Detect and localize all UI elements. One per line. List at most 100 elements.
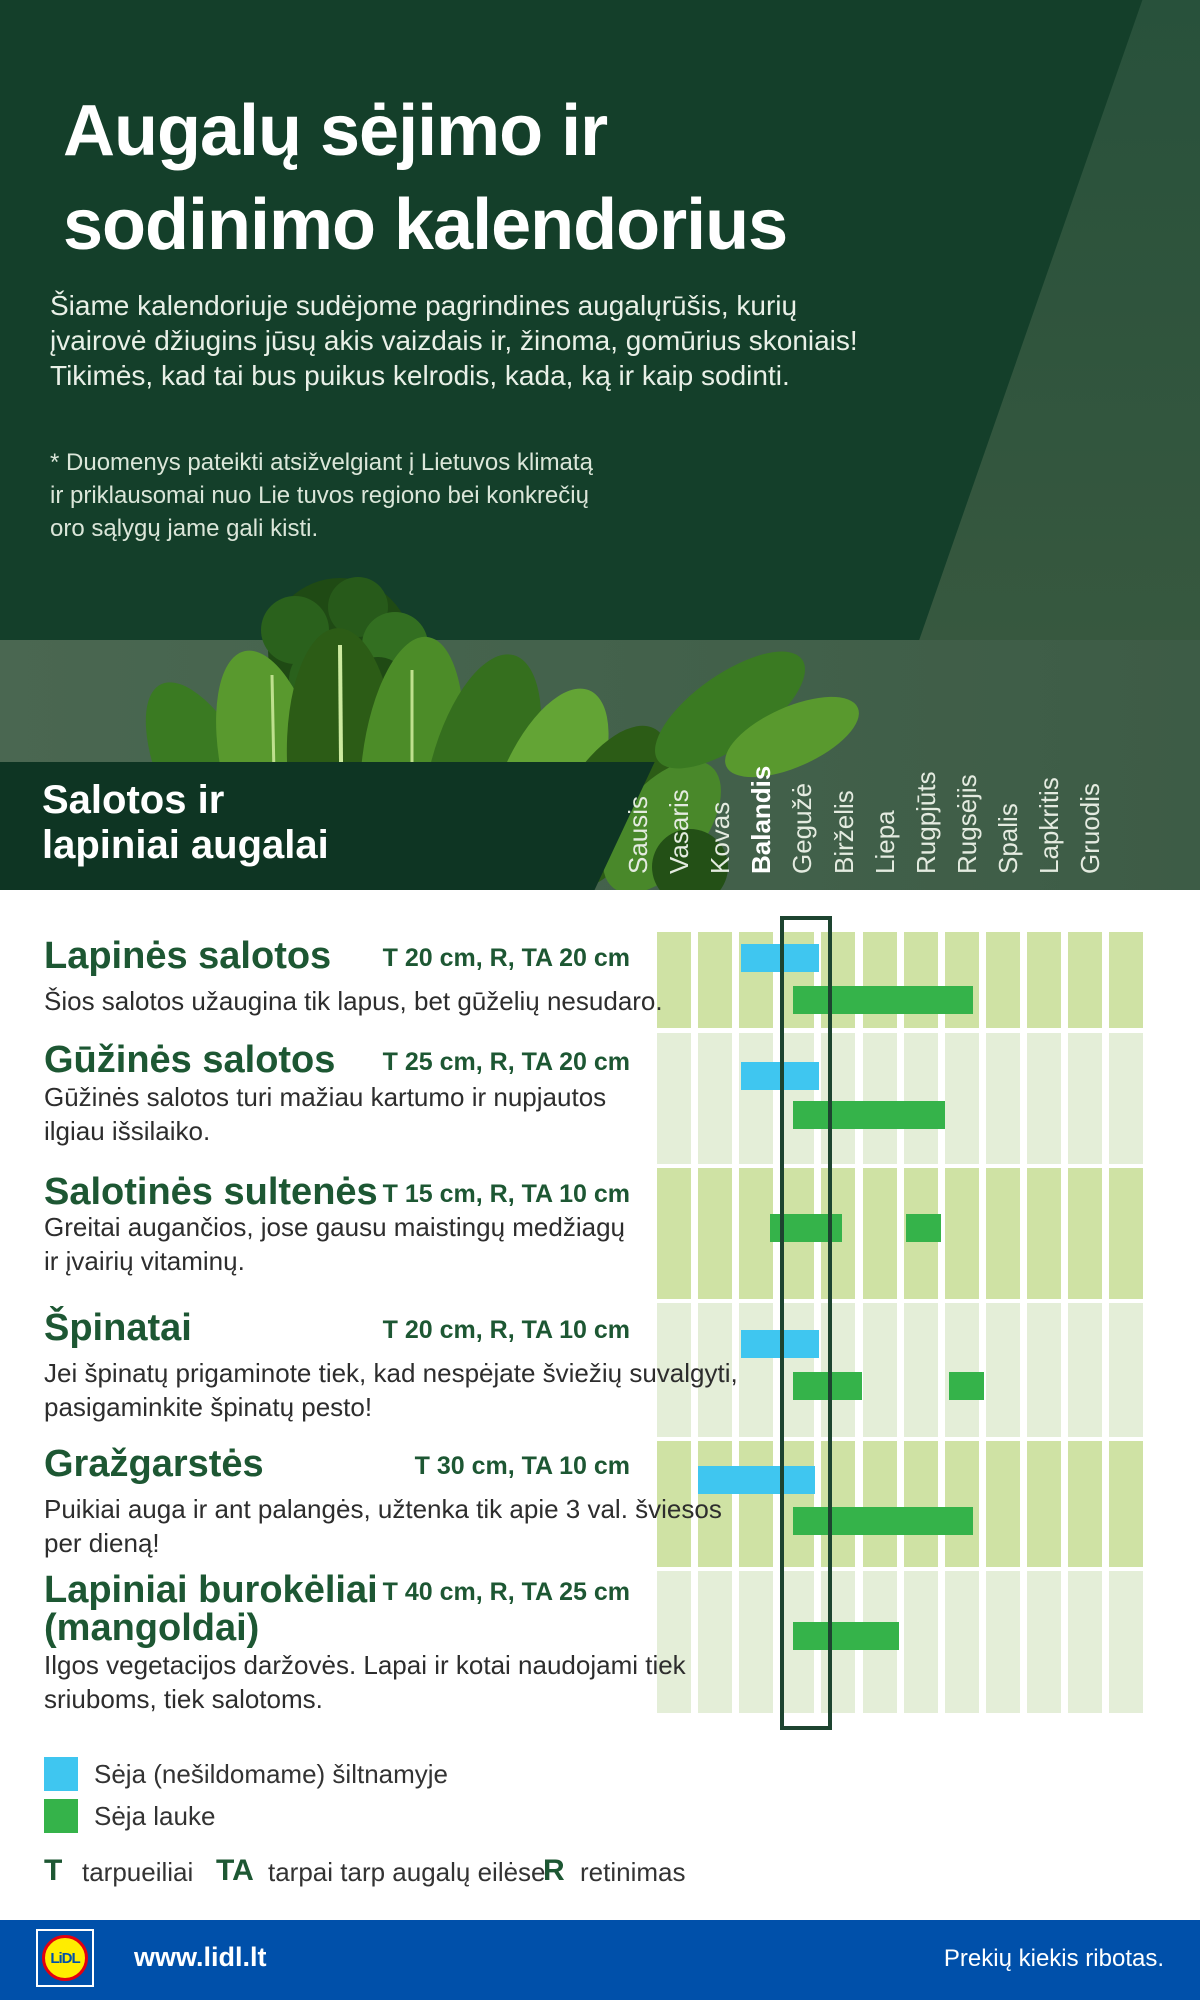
calendar-column-stripe	[739, 1441, 774, 1567]
calendar-column-stripe	[1026, 1441, 1061, 1567]
section-title-line1: Salotos ir	[42, 778, 225, 822]
intro-paragraph: Šiame kalendoriuje sudėjome pagrindines …	[50, 288, 858, 393]
abbreviation-label-r: retinimas	[580, 1857, 686, 1887]
page-title: Augalų sėjimo ir sodinimo kalendorius	[63, 84, 788, 272]
legend-label-greenhouse: Sėja (nešildomame) šiltnamyje	[94, 1759, 449, 1789]
note-line: ir priklausomai nuo Lie tuvos regiono be…	[50, 482, 589, 509]
calendar-column-stripe	[985, 932, 1020, 1028]
month-label-rugpjūts: Rugpjūts	[910, 771, 941, 874]
plant-description: sriuboms, tiek salotoms.	[44, 1684, 323, 1714]
plant-spacing-spec: T 30 cm, TA 10 cm	[414, 1452, 630, 1480]
plant-description: Puikiai auga ir ant palangės, užtenka ti…	[44, 1494, 722, 1524]
calendar-column-stripe	[862, 1168, 897, 1299]
month-label-balandis: Balandis	[746, 765, 777, 874]
plant-description: per dieną!	[44, 1528, 160, 1558]
calendar-column-stripe	[944, 1033, 979, 1164]
month-label-gegužė: Gegužė	[787, 782, 818, 874]
highlighted-month-box	[780, 916, 832, 1730]
plant-name: (mangoldai)	[44, 1607, 260, 1649]
calendar-column-stripe	[862, 1033, 897, 1164]
calendar-column-stripe	[698, 932, 733, 1028]
calendar-column-stripe	[698, 1033, 733, 1164]
calendar-column-stripe	[985, 1168, 1020, 1299]
section-title-line2: lapiniai augalai	[42, 823, 329, 867]
month-label-kovas: Kovas	[705, 801, 736, 874]
calendar-column-stripe	[1109, 1303, 1144, 1437]
calendar-column-stripe	[657, 1303, 691, 1437]
abbreviation-key-t: T	[44, 1854, 63, 1887]
sowing-bar-outdoor	[792, 1372, 863, 1400]
month-label-birželis: Birželis	[828, 790, 859, 874]
calendar-column-stripe	[1068, 1168, 1102, 1299]
calendar-column-stripe	[1109, 932, 1144, 1028]
note-line: oro sąlygų jame gali kisti.	[50, 515, 319, 542]
calendar-column-stripe	[780, 1033, 815, 1164]
page-title-line1: Augalų sėjimo ir	[63, 91, 608, 171]
calendar-column-stripe	[944, 1168, 979, 1299]
footer-website-link[interactable]: www.lidl.lt	[134, 1942, 267, 1972]
plant-description: Greitai augančios, jose gausu maistingų …	[44, 1212, 626, 1242]
plant-description: pasigaminkite špinatų pesto!	[44, 1392, 373, 1422]
plant-description: ilgiau išsilaiko.	[44, 1116, 211, 1146]
calendar-column-stripe	[821, 1303, 856, 1437]
plant-spacing-spec: T 20 cm, R, TA 10 cm	[382, 1316, 630, 1344]
plant-description: Šios salotos užaugina tik lapus, bet gūž…	[44, 986, 663, 1016]
calendar-column-stripe	[1109, 1441, 1144, 1567]
calendar-column-stripe	[985, 1033, 1020, 1164]
footer-disclaimer: Prekių kiekis ribotas.	[943, 1945, 1164, 1972]
calendar-column-stripe	[657, 1168, 691, 1299]
sowing-bar-outdoor	[948, 1372, 984, 1400]
abbreviation-label-ta: tarpai tarp augalų eilėse	[268, 1857, 546, 1887]
calendar-column-stripe	[1109, 1168, 1144, 1299]
calendar-column-stripe	[903, 1033, 938, 1164]
plant-spacing-spec: T 20 cm, R, TA 20 cm	[382, 944, 630, 972]
calendar-column-stripe	[944, 1303, 979, 1437]
sowing-bar-greenhouse	[698, 1466, 816, 1494]
calendar-column-stripe	[985, 1571, 1020, 1713]
abbreviation-label-t: tarpueiliai	[82, 1857, 194, 1887]
intro-line: Tikimės, kad tai bus puikus kelrodis, ka…	[50, 360, 790, 391]
plant-spacing-spec: T 25 cm, R, TA 20 cm	[382, 1048, 630, 1076]
calendar-column-stripe	[1068, 1303, 1102, 1437]
page-title-line2: sodinimo kalendorius	[63, 185, 788, 265]
calendar-column-stripe	[821, 1441, 856, 1567]
disclaimer-note: * Duomenys pateikti atsižvelgiant į Liet…	[50, 446, 593, 545]
calendar-column-stripe	[944, 1441, 979, 1567]
calendar-column-stripe	[862, 1303, 897, 1437]
legend-swatch-outdoor	[44, 1799, 78, 1833]
sowing-bar-outdoor	[792, 1622, 900, 1650]
calendar-column-stripe	[657, 1441, 691, 1567]
calendar-column-stripe	[739, 1303, 774, 1437]
section-banner	[0, 762, 655, 890]
calendar-column-stripe	[1068, 1441, 1102, 1567]
calendar-column-stripe	[780, 1303, 815, 1437]
legend-label-outdoor: Sėja lauke	[94, 1801, 216, 1831]
calendar-column-stripe	[1026, 932, 1061, 1028]
calendar-column-stripe	[1026, 1571, 1061, 1713]
calendar-column-stripe	[698, 1441, 733, 1567]
calendar-column-stripe	[903, 1441, 938, 1567]
plant-description: Gūžinės salotos turi mažiau kartumo ir n…	[44, 1082, 607, 1112]
calendar-column-stripe	[657, 932, 691, 1028]
lidl-logo: LiDL	[36, 1929, 94, 1987]
calendar-column-stripe	[698, 1168, 733, 1299]
calendar-column-stripe	[1068, 1571, 1102, 1713]
month-label-gruodis: Gruodis	[1075, 782, 1106, 874]
calendar-column-stripe	[657, 1033, 691, 1164]
calendar-column-stripe	[698, 1303, 733, 1437]
month-label-lapkritis: Lapkritis	[1034, 777, 1064, 874]
calendar-column-stripe	[657, 1571, 691, 1713]
abbreviation-key-ta: TA	[216, 1854, 254, 1887]
calendar-column-stripe	[903, 1571, 938, 1713]
plant-name: Gūžinės salotos	[44, 1039, 336, 1081]
calendar-column-stripe	[1026, 1033, 1061, 1164]
calendar-column-stripe	[739, 1571, 774, 1713]
plant-description: Jei špinatų prigaminote tiek, kad nespėj…	[44, 1358, 738, 1388]
sowing-bar-outdoor	[792, 1101, 945, 1129]
calendar-column-stripe	[1026, 1303, 1061, 1437]
calendar-column-stripe	[944, 1571, 979, 1713]
calendar-column-stripe	[821, 1033, 856, 1164]
legend-swatch-greenhouse	[44, 1757, 78, 1791]
sowing-bar-outdoor	[905, 1214, 941, 1242]
